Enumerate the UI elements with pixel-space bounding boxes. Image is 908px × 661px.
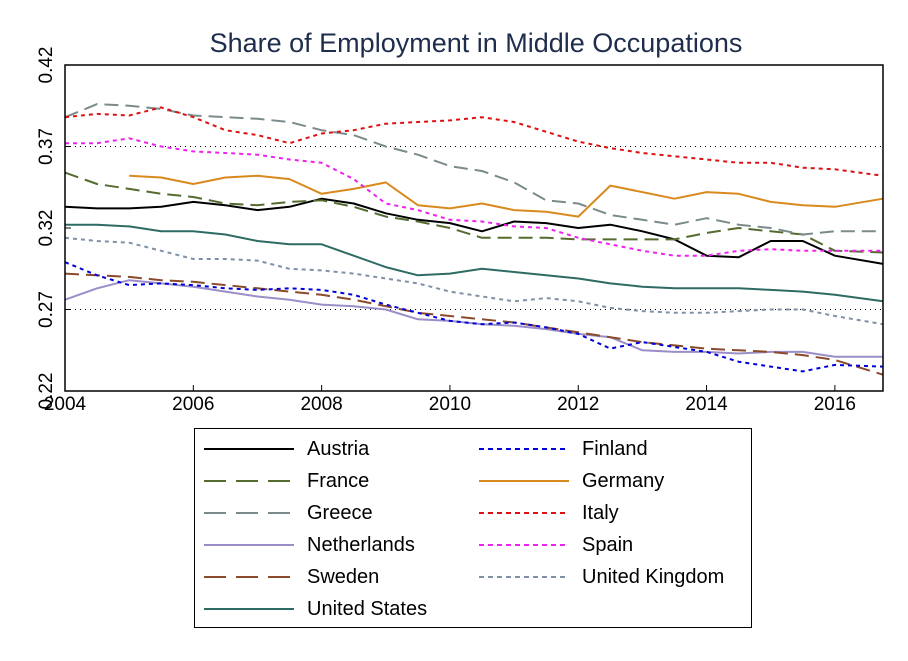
series-layer	[64, 103, 884, 376]
x-tick-label-2012: 2012	[557, 394, 599, 415]
x-tick-label-2006: 2006	[172, 394, 214, 415]
series-line-germany	[129, 174, 884, 218]
legend-label: Germany	[582, 469, 665, 492]
y-axis: 0.22 0.27 0.32 0.37 0.42	[36, 47, 71, 410]
series-line-united-kingdom	[64, 236, 884, 326]
legend-item-germany: Germany	[479, 469, 664, 493]
legend-swatch	[204, 512, 294, 514]
legend: Austria France Greece Netherlands Sweden Unit…	[194, 428, 752, 628]
legend-swatch	[204, 544, 294, 546]
legend-swatch	[479, 480, 569, 482]
series-line-spain	[65, 137, 883, 257]
legend-label: Austria	[307, 437, 370, 460]
legend-item-italy: Italy	[479, 501, 619, 525]
legend-item-united-kingdom: United Kingdom	[479, 565, 724, 589]
legend-swatch	[479, 576, 569, 578]
y-tick-label-3: 0.37	[36, 128, 57, 165]
plot-area-frame	[64, 64, 884, 392]
legend-swatch	[204, 576, 294, 578]
x-tick-label-2016: 2016	[814, 394, 856, 415]
legend-label: Sweden	[307, 565, 380, 588]
legend-swatch	[479, 448, 569, 450]
legend-label: Italy	[582, 501, 619, 524]
y-tick-label-2: 0.32	[36, 210, 57, 247]
legend-item-sweden: Sweden	[204, 565, 379, 589]
x-tick-label-2008: 2008	[300, 394, 342, 415]
series-line-austria	[64, 197, 884, 265]
legend-label: United States	[307, 597, 428, 620]
chart-title: Share of Employment in Middle Occupation…	[210, 28, 743, 58]
legend-label: Spain	[582, 533, 634, 556]
series-line-united-states	[65, 223, 884, 303]
x-tick-label-2010: 2010	[429, 394, 471, 415]
y-tick-label-1: 0.27	[36, 291, 57, 328]
legend-label: Netherlands	[307, 533, 415, 556]
series-line-finland	[64, 261, 884, 373]
gridlines	[65, 146, 883, 310]
legend-item-spain: Spain	[479, 533, 633, 557]
legend-label: Finland	[582, 437, 648, 460]
legend-item-finland: Finland	[479, 437, 648, 461]
legend-label: United Kingdom	[582, 565, 725, 588]
series-line-italy	[64, 106, 884, 177]
legend-swatch	[204, 608, 294, 610]
legend-item-netherlands: Netherlands	[204, 533, 415, 557]
series-line-sweden	[64, 272, 884, 376]
legend-item-france: France	[204, 469, 369, 493]
legend-swatch	[479, 544, 569, 546]
series-line-france	[64, 171, 884, 254]
y-tick-label-4: 0.42	[36, 47, 57, 84]
x-tick-label-2014: 2014	[685, 394, 728, 415]
legend-label: France	[307, 469, 370, 492]
legend-item-greece: Greece	[204, 501, 373, 525]
legend-item-united-states: United States	[204, 597, 427, 621]
legend-swatch	[204, 480, 294, 482]
legend-swatch	[479, 512, 569, 514]
legend-swatch	[204, 448, 294, 450]
legend-item-austria: Austria	[204, 437, 369, 461]
x-tick-label-2004: 2004	[44, 394, 87, 415]
legend-label: Greece	[307, 501, 373, 524]
y-tick-label-0: 0.22	[36, 373, 57, 410]
series-line-greece	[64, 103, 883, 236]
x-axis: 2004 2006 2008 2010 2012 2014 2016	[44, 385, 856, 415]
